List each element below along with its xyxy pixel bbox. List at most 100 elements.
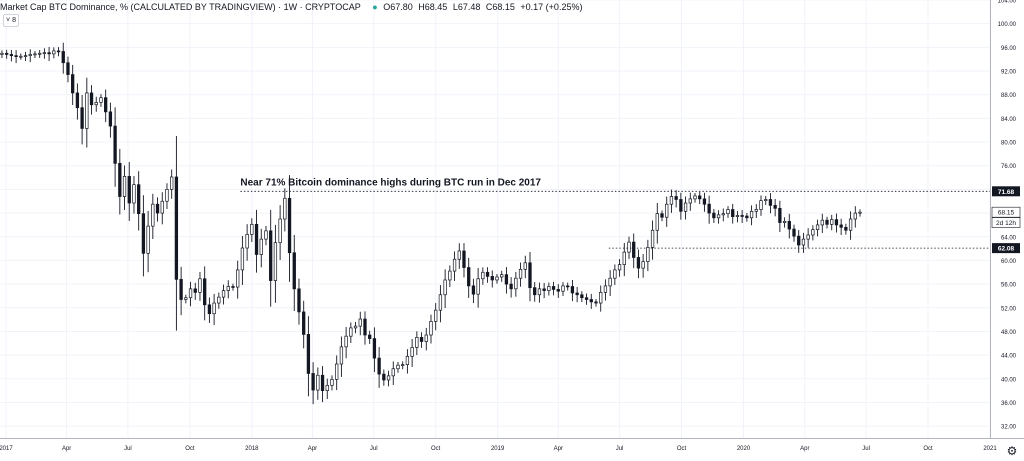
candle-body: [815, 224, 820, 231]
candle-body: [56, 50, 61, 53]
price-axis-labels: 71.68 62.08 68.15 2d 12h: [991, 186, 1021, 254]
symbol-title[interactable]: Market Cap BTC Dominance, % (CALCULATED …: [0, 2, 361, 12]
price-label: 71.68: [998, 189, 1015, 196]
candle-body: [75, 92, 80, 109]
candle-body: [599, 292, 603, 304]
candle-body: [721, 213, 725, 216]
candle-body: [580, 294, 584, 299]
x-tick-label: Jul: [124, 446, 132, 452]
y-tick-label: 60.00: [1001, 259, 1017, 265]
candle-body: [556, 289, 560, 292]
x-tick-label: Apr: [800, 446, 809, 452]
candle-body: [806, 234, 810, 240]
candle-body: [122, 176, 127, 197]
candle-body: [452, 258, 457, 272]
x-tick-label: Apr: [62, 446, 71, 452]
candle-body: [292, 252, 296, 290]
candle-body: [768, 199, 773, 206]
y-tick-label: 76.00: [1001, 164, 1017, 170]
candle-body: [636, 257, 641, 269]
candle-body: [19, 55, 23, 58]
candle-body: [137, 184, 141, 215]
time-axis[interactable]: 2017 Apr Jul Oct 2018 Apr Jul Oct 2019 Apr Jul Oct 2…: [0, 446, 997, 452]
close-value: C68.15: [485, 2, 515, 12]
candle-body: [179, 279, 183, 300]
candle-body: [146, 225, 150, 254]
candle-body: [311, 373, 315, 391]
settings-gear-icon[interactable]: ⚙: [1006, 444, 1018, 458]
candle-body: [834, 219, 839, 226]
candle-body: [127, 176, 131, 204]
candle-body: [80, 107, 84, 129]
candle-body: [589, 299, 593, 303]
candle-body: [481, 271, 485, 280]
candle-body: [650, 229, 655, 248]
candle-body: [575, 292, 579, 296]
candle-body: [504, 274, 509, 285]
candle-body: [566, 285, 570, 288]
x-tick-label: Oct: [185, 446, 195, 452]
candle-body: [495, 276, 499, 281]
candle-body: [448, 270, 452, 281]
candle-body: [368, 334, 372, 339]
candle-body: [735, 215, 740, 217]
candle-body: [273, 242, 278, 281]
candle-body: [740, 215, 744, 217]
candle-body: [669, 196, 674, 205]
candle-body: [679, 199, 683, 212]
candle-body: [132, 184, 136, 204]
candle-body: [457, 250, 461, 260]
candle-body: [693, 195, 697, 200]
candle-body: [151, 203, 155, 227]
candle-body: [42, 52, 47, 55]
candle-body: [627, 241, 631, 253]
candle-body: [85, 92, 89, 129]
candle-body: [811, 229, 815, 236]
candle-body: [415, 337, 419, 348]
candle-body: [47, 52, 51, 55]
candle-body: [349, 327, 353, 337]
candle-body: [391, 368, 395, 377]
chart-header: Market Cap BTC Dominance, % (CALCULATED …: [0, 2, 585, 12]
candle-body: [434, 309, 438, 322]
candle-body: [476, 278, 480, 295]
candle-body: [787, 221, 791, 230]
candle-body: [674, 196, 678, 200]
candle-body: [221, 290, 226, 298]
collapse-legend-button[interactable]: ˅ 8: [3, 14, 19, 27]
x-tick-label: Oct: [431, 446, 441, 452]
candle-body: [306, 334, 311, 374]
candle-body: [731, 209, 735, 217]
candle-body: [160, 200, 164, 214]
candle-body: [438, 294, 443, 311]
y-tick-label: 40.00: [1001, 377, 1017, 383]
y-tick-label: 92.00: [1001, 70, 1017, 76]
candle-body: [707, 203, 711, 214]
candle-body: [490, 276, 494, 281]
candle-body: [9, 54, 14, 56]
candle-body: [71, 74, 75, 94]
candle-body: [547, 286, 551, 291]
candle-body: [174, 176, 179, 280]
x-tick-label: Jul: [862, 446, 870, 452]
candle-body: [278, 218, 282, 244]
candle-body: [518, 268, 523, 279]
candle-body: [198, 278, 202, 293]
candle-body: [561, 285, 565, 292]
candle-body: [509, 283, 513, 290]
candle-body: [646, 247, 650, 262]
x-tick-label: Oct: [923, 446, 933, 452]
y-tick-label: 96.00: [1001, 46, 1017, 52]
candle-body: [165, 189, 169, 202]
y-tick-label: 48.00: [1001, 330, 1017, 336]
price-label: 68.15: [998, 210, 1015, 217]
candle-body: [0, 52, 4, 55]
candle-body: [113, 125, 117, 164]
x-tick-label: Apr: [554, 446, 563, 452]
candle-body: [217, 296, 221, 304]
y-tick-label: 56.00: [1001, 283, 1017, 289]
candle-body: [254, 223, 259, 255]
y-tick-label: 100.00: [998, 22, 1017, 28]
candle-body: [5, 52, 9, 55]
